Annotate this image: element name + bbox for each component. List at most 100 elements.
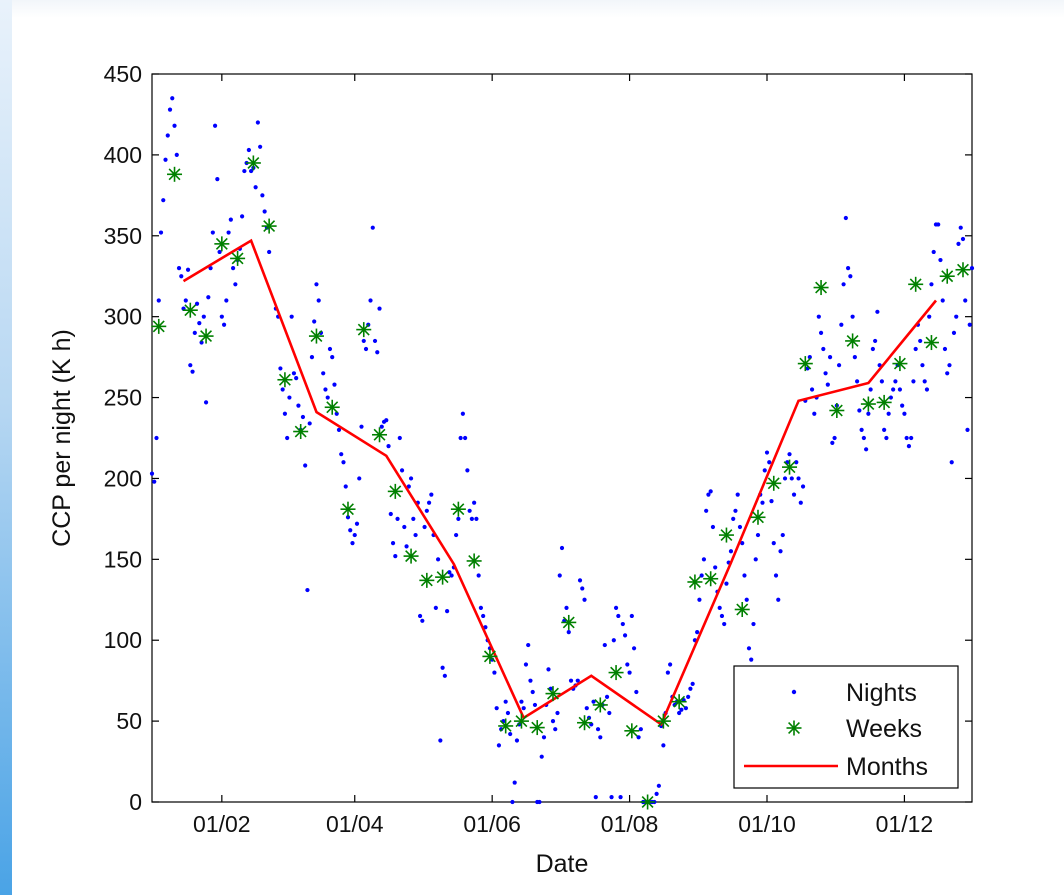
weeks-point (655, 713, 671, 729)
y-axis-label: CCP per night (K h) (48, 329, 76, 547)
nights-point (309, 355, 315, 360)
nights-point (390, 541, 396, 546)
nights-point (481, 613, 486, 619)
nights-point (796, 476, 801, 481)
weeks-point (340, 501, 356, 517)
nights-point (258, 144, 263, 149)
nights-point (866, 411, 871, 416)
nights-point (780, 532, 785, 538)
nights-point (818, 330, 824, 335)
nights-point (510, 799, 515, 805)
weeks-point (545, 686, 561, 702)
nights-point (661, 743, 666, 748)
nights-point (386, 443, 391, 449)
nights-point (929, 282, 934, 287)
legend-weeks-marker (786, 720, 802, 736)
nights-point (201, 314, 206, 319)
nights-point (460, 411, 465, 416)
nights-point (449, 573, 454, 578)
nights-point (388, 511, 393, 517)
nights-point (776, 597, 781, 602)
nights-point (951, 330, 957, 335)
nights-point (697, 597, 702, 602)
nights-point (278, 366, 283, 371)
nights-point (158, 230, 164, 235)
nights-point (167, 107, 173, 112)
y-tick-label: 100 (104, 627, 142, 653)
nights-point (812, 411, 817, 416)
legend-box (733, 665, 959, 789)
nights-point (746, 646, 752, 651)
weeks-point (513, 713, 529, 729)
nights-point (913, 346, 918, 352)
weeks-point (561, 614, 577, 630)
weeks-point (813, 280, 829, 296)
nights-point (361, 338, 366, 344)
nights-point (751, 621, 756, 627)
nights-point (823, 371, 828, 376)
weeks-point (577, 715, 593, 731)
weeks-point (955, 262, 971, 278)
nights-point (438, 738, 443, 743)
nights-point (233, 282, 238, 287)
nights-point (528, 678, 533, 683)
nights-point (679, 707, 684, 712)
weeks-point (372, 427, 388, 443)
nights-point (852, 355, 857, 360)
nights-point (325, 395, 330, 400)
nights-point (954, 314, 959, 319)
nights-point (478, 605, 484, 610)
nights-point (435, 557, 441, 562)
nights-point (773, 573, 779, 578)
nights-point (219, 314, 224, 319)
nights-point (918, 338, 923, 344)
legend: Nights Weeks Months (733, 665, 959, 789)
nights-point (336, 427, 342, 433)
nights-point (967, 322, 972, 327)
nights-point (492, 670, 497, 675)
nights-point (613, 605, 619, 610)
nights-point (884, 435, 889, 441)
weeks-point (293, 424, 309, 440)
nights-point (370, 225, 375, 230)
nights-point (149, 471, 155, 476)
y-tick-label: 150 (104, 546, 142, 572)
nights-point (848, 274, 853, 279)
weeks-point (624, 723, 640, 739)
nights-point (408, 476, 414, 481)
nights-point (521, 706, 526, 711)
nights-point (161, 198, 166, 203)
nights-point (868, 387, 873, 392)
nights-point (733, 508, 738, 513)
nights-point (230, 266, 236, 271)
nights-point (474, 516, 479, 521)
nights-point (194, 301, 200, 306)
x-tick-label: 01/12 (876, 811, 934, 837)
nights-point (354, 521, 360, 526)
nights-point (282, 411, 288, 416)
nights-point (172, 123, 177, 128)
nights-point (526, 642, 531, 648)
nights-point (334, 411, 339, 416)
nights-point (677, 710, 682, 716)
nights-point (778, 549, 783, 554)
x-tick-label: 01/04 (326, 811, 384, 837)
nights-point (442, 673, 447, 678)
nights-point (300, 414, 306, 420)
nights-point (870, 346, 875, 352)
nights-point (445, 609, 450, 614)
nights-point (210, 230, 215, 235)
nights-point (728, 549, 734, 554)
nights-point (888, 395, 894, 400)
nights-point (787, 452, 792, 457)
nights-point (262, 209, 267, 214)
x-tick-label: 01/06 (463, 811, 521, 837)
nights-point (816, 314, 821, 319)
nights-point (555, 710, 560, 716)
legend-months-label: Months (846, 753, 928, 781)
nights-point (553, 727, 558, 732)
nights-point (629, 613, 634, 619)
nights-point (704, 508, 709, 513)
weeks-point (608, 665, 624, 681)
